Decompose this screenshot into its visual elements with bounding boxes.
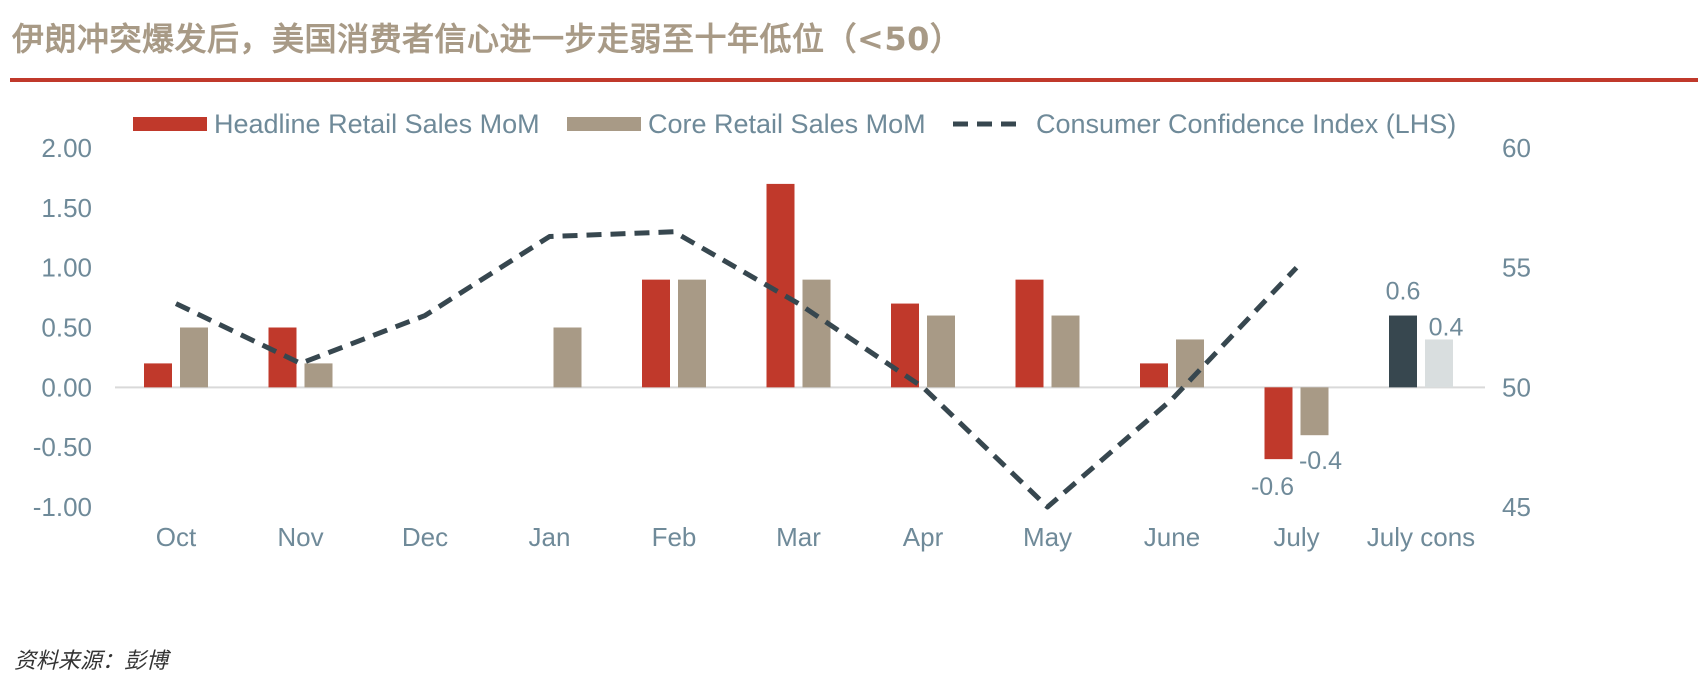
bar-data-label: -0.4 — [1299, 447, 1342, 475]
left-axis-tick-label: 1.00 — [41, 253, 92, 283]
x-axis-category-label: Feb — [652, 522, 697, 552]
left-axis-tick-label: 2.00 — [41, 133, 92, 163]
right-axis-tick-label: 50 — [1502, 372, 1531, 402]
core-retail-sales-bar — [802, 279, 831, 388]
legend-core-label: Core Retail Sales MoM — [648, 109, 926, 139]
headline-retail-sales-bar — [1389, 315, 1417, 388]
core-retail-sales-bar — [553, 327, 582, 388]
core-retail-sales-bar — [678, 279, 706, 388]
core-retail-sales-bar — [180, 327, 208, 388]
x-axis-category-label: Dec — [402, 522, 448, 552]
legend-core-swatch — [567, 117, 641, 131]
core-retail-sales-bar — [1051, 315, 1080, 388]
left-axis-tick-label: -0.50 — [33, 432, 92, 462]
x-axis-category-label: July — [1273, 522, 1319, 552]
x-axis-category-label: July cons — [1367, 522, 1475, 552]
bar-data-label: 0.4 — [1429, 313, 1464, 341]
page-title: 伊朗冲突爆发后，美国消费者信心进一步走弱至十年低位（<50） — [12, 20, 963, 58]
x-axis-category-label: Apr — [903, 522, 944, 552]
x-axis-category-label: Mar — [776, 522, 821, 552]
title-underline — [10, 78, 1698, 82]
headline-retail-sales-bar — [891, 303, 919, 388]
x-axis-category-label: June — [1144, 522, 1200, 552]
legend-headline-swatch — [133, 117, 207, 131]
core-retail-sales-bar — [304, 363, 333, 388]
bar-data-label: 0.6 — [1386, 278, 1421, 306]
headline-retail-sales-bar — [642, 279, 670, 388]
left-axis-tick-label: 1.50 — [41, 193, 92, 223]
headline-retail-sales-bar — [144, 363, 172, 388]
legend-headline-label: Headline Retail Sales MoM — [214, 109, 540, 139]
core-retail-sales-bar — [927, 315, 955, 388]
right-axis-tick-label: 45 — [1502, 492, 1531, 522]
left-axis-tick-label: 0.50 — [41, 313, 92, 343]
x-axis-category-label: Oct — [156, 522, 197, 552]
right-axis-tick-label: 60 — [1502, 133, 1531, 163]
headline-retail-sales-bar — [1264, 387, 1293, 460]
left-axis-tick-label: 0.00 — [41, 372, 92, 402]
consumer-confidence-line — [174, 229, 1299, 510]
right-axis-tick-label: 55 — [1502, 253, 1531, 283]
legend-confidence-label: Consumer Confidence Index (LHS) — [1036, 109, 1456, 139]
core-retail-sales-bar — [1425, 339, 1453, 388]
x-axis-category-label: Nov — [277, 522, 323, 552]
core-retail-sales-bar — [1300, 387, 1329, 436]
x-axis-category-label: May — [1023, 522, 1072, 552]
bar-data-label: -0.6 — [1251, 473, 1294, 501]
headline-retail-sales-bar — [1015, 279, 1044, 388]
left-axis-tick-label: -1.00 — [33, 492, 92, 522]
source-note: 资料来源：彭博 — [14, 649, 169, 674]
headline-retail-sales-bar — [1140, 363, 1168, 388]
x-axis-category-label: Jan — [529, 522, 571, 552]
